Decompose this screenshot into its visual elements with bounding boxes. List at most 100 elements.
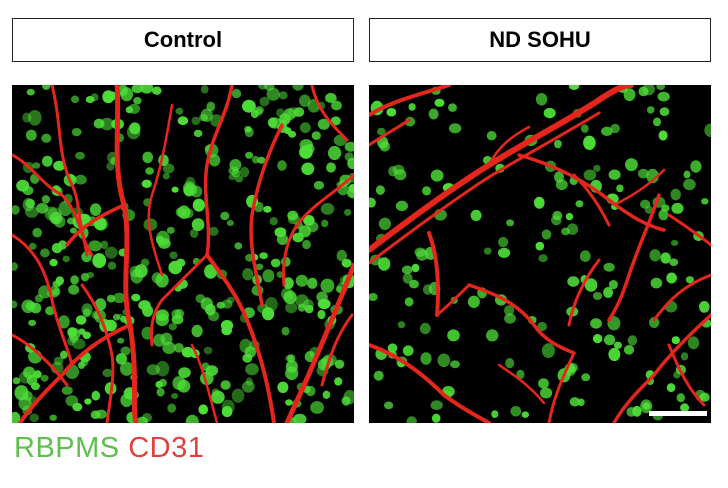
panel-title-nd-sohu: ND SOHU	[369, 18, 711, 62]
rgc-cell	[208, 154, 221, 167]
rgc-cell	[394, 169, 407, 181]
rgc-cell	[580, 124, 589, 133]
rgc-cell	[395, 200, 408, 212]
rgc-cell	[178, 367, 191, 378]
control-micrograph	[12, 85, 354, 423]
rgc-cell	[168, 260, 183, 275]
rgc-cell	[603, 287, 614, 298]
rgc-cell	[88, 240, 102, 252]
rgc-cell	[613, 341, 622, 349]
rgc-cell	[201, 362, 210, 371]
rgc-cell	[200, 108, 213, 122]
rgc-cell	[242, 380, 255, 393]
rgc-cell	[131, 293, 141, 302]
rgc-cell	[169, 251, 178, 259]
rgc-cell	[411, 263, 420, 273]
rgc-cell	[288, 130, 297, 138]
rgc-cell	[102, 368, 113, 378]
rgc-cell	[470, 209, 482, 221]
rgc-cell	[32, 227, 42, 238]
rgc-cell	[204, 264, 218, 279]
rgc-cell	[541, 229, 552, 240]
rgc-cell	[205, 303, 216, 316]
rgc-cell	[226, 296, 235, 304]
rgc-cell	[278, 91, 288, 100]
rgc-cell	[387, 343, 398, 353]
rgc-cell	[220, 380, 231, 390]
rgc-cell	[305, 385, 316, 397]
rgc-cell	[195, 294, 206, 303]
rgc-cell	[30, 302, 42, 314]
rgc-cell	[82, 308, 91, 318]
rgc-cell	[379, 141, 390, 152]
rgc-cell	[583, 169, 597, 181]
rgc-cell	[279, 113, 291, 125]
rgc-cell	[498, 236, 509, 248]
rgc-cell	[80, 357, 89, 367]
rgc-cell	[610, 123, 620, 134]
rgc-cell	[112, 313, 121, 321]
rgc-cell	[608, 280, 618, 290]
rgc-cell	[93, 118, 105, 129]
rgc-cell	[62, 255, 70, 263]
rgc-cell	[120, 361, 134, 376]
rgc-cell	[84, 398, 92, 405]
rgc-cell	[131, 85, 144, 94]
rgc-cell	[521, 411, 529, 419]
rgc-cell	[52, 280, 61, 288]
rgc-cell	[29, 242, 37, 250]
rgc-cell	[129, 122, 141, 135]
rgc-cell	[26, 374, 38, 386]
rgc-cell	[299, 94, 311, 107]
scale-bar	[649, 411, 707, 416]
rgc-cell	[491, 410, 499, 418]
rgc-cell	[104, 246, 118, 259]
rgc-cell	[331, 100, 342, 111]
rgc-cell	[437, 353, 451, 368]
rgc-cell	[22, 185, 34, 196]
rgc-cell	[434, 98, 445, 107]
rgc-cell	[140, 85, 154, 94]
rgc-cell	[262, 269, 275, 283]
rgc-cell	[177, 205, 191, 219]
rgc-cell	[58, 240, 68, 250]
panel-title-control: Control	[12, 18, 354, 62]
rgc-cell	[650, 277, 663, 289]
rgc-cell	[627, 335, 638, 346]
rgc-cell	[257, 156, 266, 164]
rgc-cell	[143, 218, 158, 231]
rgc-cell	[162, 172, 170, 180]
rgc-cell	[583, 135, 596, 150]
nd-sohu-micrograph-image	[369, 85, 711, 423]
rgc-cell	[206, 101, 216, 112]
rgc-cell	[40, 374, 49, 382]
rgc-cell	[690, 160, 702, 173]
rgc-cell	[95, 217, 108, 231]
rgc-cell	[95, 409, 107, 419]
rgc-cell	[302, 239, 311, 250]
rgc-cell	[40, 248, 50, 258]
rgc-cell	[565, 212, 574, 221]
rgc-cell	[216, 301, 226, 309]
rgc-cell	[341, 258, 352, 268]
rgc-cell	[625, 158, 638, 172]
rgc-cell	[680, 352, 689, 361]
rgc-cell	[175, 107, 184, 115]
rgc-cell	[231, 88, 242, 99]
rgc-cell	[299, 122, 311, 134]
rgc-cell	[185, 414, 199, 423]
rgc-cell	[29, 413, 39, 423]
rgc-cell	[70, 227, 77, 234]
rgc-cell	[200, 85, 209, 94]
rgc-cell	[317, 309, 326, 320]
rgc-cell	[191, 324, 203, 338]
rgc-cell	[369, 293, 378, 301]
rgc-cell	[311, 131, 321, 140]
legend-cd31: CD31	[128, 432, 205, 464]
rgc-cell	[486, 131, 497, 141]
rgc-cell	[673, 371, 681, 379]
rgc-cell	[268, 117, 282, 129]
rgc-cell	[297, 303, 306, 312]
rgc-cell	[653, 117, 661, 127]
rgc-cell	[120, 346, 131, 356]
